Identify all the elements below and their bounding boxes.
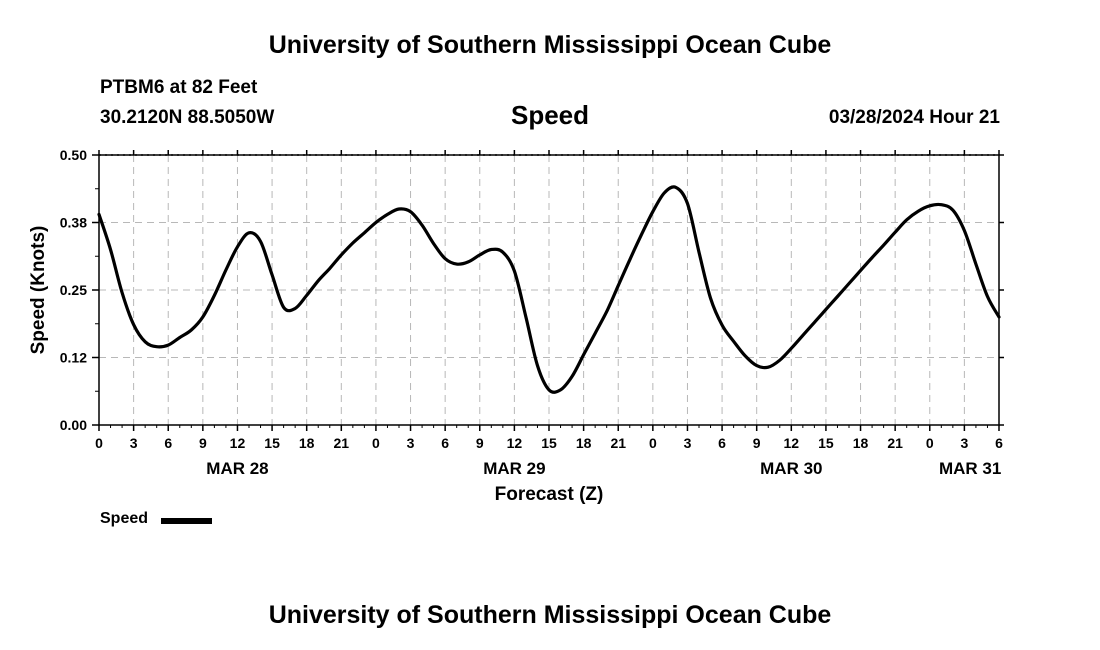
x-tick-label: 12 — [230, 435, 246, 451]
x-tick-label: 9 — [753, 435, 761, 451]
date-label: MAR 29 — [483, 459, 545, 478]
x-tick-label: 0 — [95, 435, 103, 451]
grid-lines — [99, 154, 999, 425]
x-tick-label: 3 — [684, 435, 692, 451]
x-tick-label: 21 — [887, 435, 903, 451]
date-label: MAR 28 — [206, 459, 268, 478]
x-tick-label: 3 — [130, 435, 138, 451]
x-tick-label: 9 — [199, 435, 207, 451]
y-tick-label: 0.12 — [60, 350, 87, 366]
x-tick-label: 15 — [541, 435, 557, 451]
x-tick-label: 15 — [264, 435, 280, 451]
speed-series-line — [97, 185, 1001, 394]
x-tick-label: 12 — [784, 435, 800, 451]
y-tick-label: 0.00 — [60, 417, 87, 433]
x-tick-label: 6 — [441, 435, 449, 451]
x-tick-label: 6 — [164, 435, 172, 451]
x-tick-label: 0 — [926, 435, 934, 451]
y-tick-label: 0.50 — [60, 147, 87, 163]
series-layer — [97, 185, 1001, 394]
y-tick-label: 0.25 — [60, 282, 87, 298]
x-tick-label: 21 — [610, 435, 626, 451]
x-tick-label: 18 — [576, 435, 592, 451]
date-label: MAR 30 — [760, 459, 822, 478]
legend-label: Speed — [100, 510, 149, 527]
x-tick-label: 21 — [334, 435, 350, 451]
axis-labels: 0 3 6 9 12 15 18 21 0 3 6 9 12 15 18 21 0 3 6 9 12 15 18 21 0 3 6 0… — [60, 147, 1003, 478]
y-axis-title: Speed (Knots) — [28, 226, 49, 355]
datetime-label: 03/28/2024 Hour 21 — [828, 107, 1000, 128]
x-tick-label: 18 — [853, 435, 869, 451]
x-tick-label: 0 — [372, 435, 380, 451]
x-tick-label: 3 — [960, 435, 968, 451]
x-tick-label: 18 — [299, 435, 315, 451]
chart-title: Speed — [510, 100, 590, 130]
page-title-bottom: University of Southern Mississippi Ocean… — [268, 601, 832, 629]
x-tick-label: 9 — [476, 435, 484, 451]
x-tick-label: 12 — [507, 435, 523, 451]
coordinates-label: 30.2120N 88.5050W — [100, 107, 275, 128]
x-tick-label: 0 — [649, 435, 657, 451]
plot-frame — [98, 154, 1000, 426]
x-tick-label: 6 — [718, 435, 726, 451]
x-tick-label: 6 — [995, 435, 1003, 451]
date-label: MAR 31 — [939, 459, 1001, 478]
y-tick-label: 0.38 — [60, 215, 87, 231]
legend-swatch — [161, 518, 212, 524]
x-tick-label: 15 — [818, 435, 834, 451]
station-label: PTBM6 at 82 Feet — [100, 77, 258, 98]
x-tick-label: 3 — [407, 435, 415, 451]
page-title-top: University of Southern Mississippi Ocean… — [268, 31, 832, 59]
x-axis-title: Forecast (Z) — [495, 484, 604, 505]
